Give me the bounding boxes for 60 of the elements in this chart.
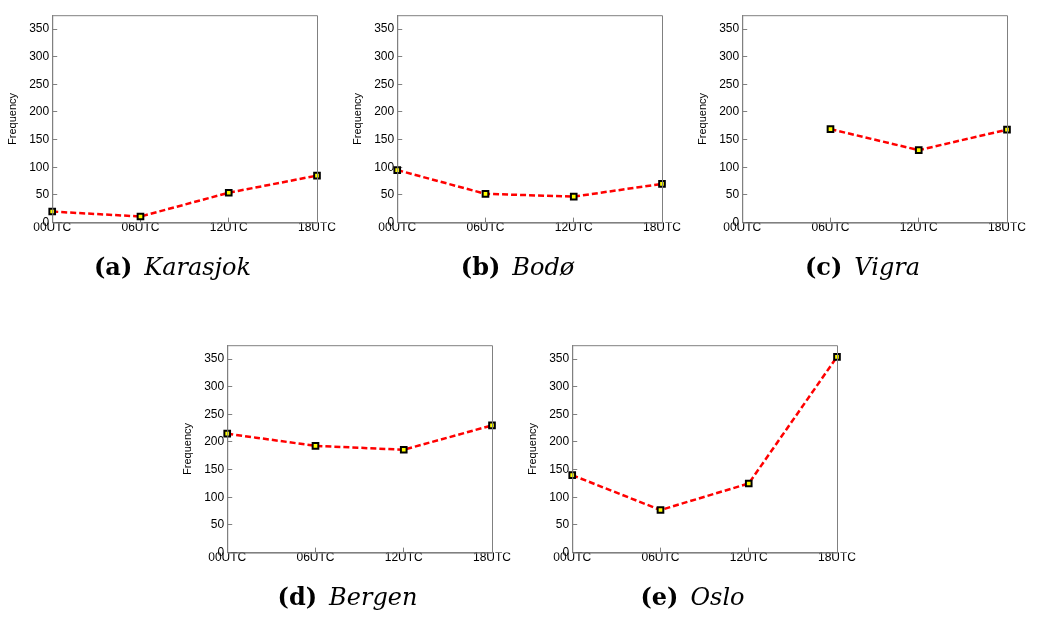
y-tick-label: 300 xyxy=(204,378,225,393)
y-tick-label: 100 xyxy=(29,159,50,174)
y-tick-label: 200 xyxy=(719,104,740,119)
y-tick-label: 50 xyxy=(380,187,395,202)
y-tick-label: 250 xyxy=(29,76,50,91)
y-tick-label: 50 xyxy=(210,517,225,532)
x-tick-label: 06UTC xyxy=(811,220,850,235)
y-tick-label: 250 xyxy=(719,76,740,91)
y-tick-label: 100 xyxy=(374,159,395,174)
y-tick-label: 300 xyxy=(549,378,570,393)
y-tick-label: 150 xyxy=(204,461,225,476)
y-tick-label: 250 xyxy=(549,406,570,421)
y-tick-label: 200 xyxy=(29,104,50,119)
x-tick-label: 06UTC xyxy=(641,550,680,565)
y-tick-label: 50 xyxy=(725,187,740,202)
y-tick-label: 350 xyxy=(374,21,395,36)
y-tick-label: 250 xyxy=(204,406,225,421)
x-tick-label: 12UTC xyxy=(554,220,594,235)
y-tick-label: 200 xyxy=(204,434,225,449)
y-tick-label: 350 xyxy=(29,21,50,36)
y-tick-label: 100 xyxy=(549,489,570,504)
y-tick-label: 300 xyxy=(29,48,50,63)
y-tick-label: 300 xyxy=(719,48,740,63)
x-tick-label: 12UTC xyxy=(729,550,769,565)
y-axis-title: Frequency xyxy=(180,422,193,475)
x-tick-label: 18UTC xyxy=(472,550,512,565)
text: (c) Vigra xyxy=(804,252,921,281)
y-tick-label: 350 xyxy=(719,21,740,36)
y-axis-title: Frequency xyxy=(350,92,363,145)
y-tick-label: 250 xyxy=(374,76,395,91)
y-tick-label: 300 xyxy=(374,48,395,63)
text: (b) Bodø xyxy=(460,252,575,281)
x-tick-label: 12UTC xyxy=(899,220,939,235)
y-tick-label: 50 xyxy=(35,187,50,202)
y-tick-label: 100 xyxy=(204,489,225,504)
y-tick-label: 150 xyxy=(374,131,395,146)
text: (a) Karasjok xyxy=(93,252,252,281)
text: (d) Bergen xyxy=(277,582,418,611)
y-tick-label: 150 xyxy=(29,131,50,146)
x-tick-label: 18UTC xyxy=(817,550,857,565)
x-tick-label: 06UTC xyxy=(466,220,505,235)
y-tick-label: 100 xyxy=(719,159,740,174)
y-tick-label: 150 xyxy=(719,131,740,146)
x-tick-label: 06UTC xyxy=(121,220,160,235)
x-tick-label: 06UTC xyxy=(296,550,335,565)
y-axis-title: Frequency xyxy=(695,92,708,145)
y-axis-title: Frequency xyxy=(5,92,18,145)
y-tick-label: 150 xyxy=(549,461,570,476)
text: (e) Oslo xyxy=(640,582,745,611)
y-tick-label: 350 xyxy=(549,351,570,366)
x-tick-label: 18UTC xyxy=(642,220,682,235)
y-tick-label: 200 xyxy=(374,104,395,119)
x-tick-label: 18UTC xyxy=(987,220,1027,235)
x-tick-label: 12UTC xyxy=(209,220,249,235)
y-tick-label: 50 xyxy=(555,517,570,532)
y-axis-title: Frequency xyxy=(525,422,538,475)
y-tick-label: 350 xyxy=(204,351,225,366)
y-tick-label: 200 xyxy=(549,434,570,449)
x-tick-label: 12UTC xyxy=(384,550,424,565)
x-tick-label: 18UTC xyxy=(297,220,337,235)
